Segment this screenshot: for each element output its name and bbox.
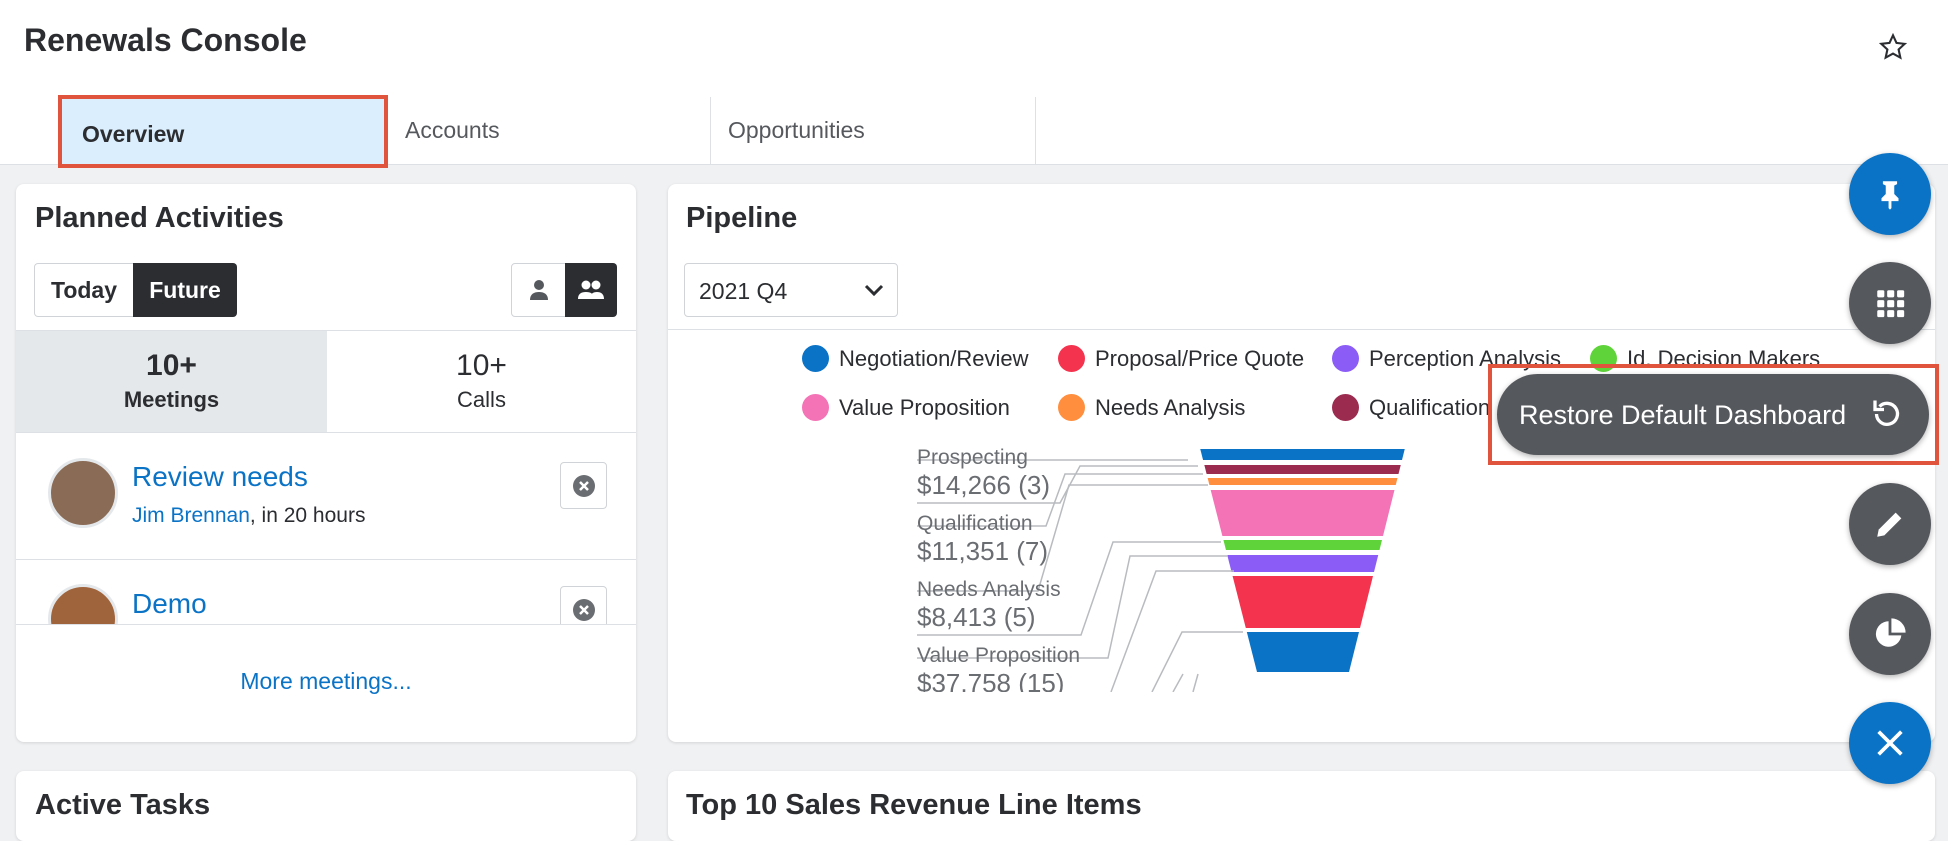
active-tasks-card: Active Tasks bbox=[16, 771, 636, 841]
legend-swatch bbox=[802, 394, 829, 421]
top-sales-card: Top 10 Sales Revenue Line Items bbox=[668, 771, 1935, 841]
activity-title[interactable]: Demo bbox=[132, 588, 207, 619]
planned-activities-card: Planned Activities Today Future 10+ Meet… bbox=[16, 184, 636, 742]
period-select[interactable]: 2021 Q4 bbox=[684, 263, 898, 317]
count-label: Meetings bbox=[123, 387, 220, 412]
legend-label: Qualification bbox=[1369, 394, 1491, 420]
activity-meta: Jim Brennan, in 20 hours bbox=[132, 504, 365, 528]
divider bbox=[16, 330, 636, 331]
divider bbox=[668, 329, 1935, 330]
legend-label: Value Proposition bbox=[839, 394, 1010, 420]
restore-label: Restore Default Dashboard bbox=[1519, 400, 1847, 430]
legend-label: Needs Analysis bbox=[1095, 394, 1246, 420]
toggle-today[interactable]: Today bbox=[34, 263, 134, 317]
calls-tab[interactable]: 10+ Calls bbox=[327, 331, 636, 432]
tab-opportunities[interactable]: Opportunities bbox=[728, 117, 865, 143]
divider bbox=[16, 432, 636, 433]
team-button[interactable] bbox=[565, 263, 617, 317]
meetings-tab[interactable]: 10+ Meetings bbox=[16, 331, 327, 432]
activity-clip: Demo bbox=[16, 560, 636, 624]
chart-button[interactable] bbox=[1849, 593, 1931, 675]
legend-swatch bbox=[1058, 345, 1085, 372]
restore-default-button[interactable]: Restore Default Dashboard bbox=[1497, 374, 1929, 455]
legend-swatch bbox=[1332, 345, 1359, 372]
count: 10+ bbox=[146, 349, 197, 382]
legend-item: Qualification bbox=[1332, 394, 1490, 421]
stage-name: Value Proposition bbox=[917, 644, 1081, 667]
stage-amount: $8,413 (5) bbox=[917, 602, 1036, 632]
stage-name: Prospecting bbox=[917, 446, 1028, 469]
period: 2021 Q4 bbox=[699, 278, 788, 304]
funnel bbox=[917, 449, 1405, 692]
legend-item: Needs Analysis bbox=[1058, 394, 1245, 421]
stage-amount: $11,351 (7) bbox=[917, 536, 1049, 566]
favorite-star[interactable] bbox=[1879, 33, 1907, 61]
apps-button[interactable] bbox=[1849, 262, 1931, 344]
close-button[interactable] bbox=[560, 586, 607, 624]
legend-swatch bbox=[1058, 394, 1085, 421]
divider bbox=[710, 97, 711, 165]
stage-amount: $14,266 (3) bbox=[917, 470, 1050, 500]
legend-item: Negotiation/Review bbox=[802, 345, 1029, 372]
funnel-label-clip: Prospecting $14,266 (3) Qualification $11,3… bbox=[668, 184, 1935, 692]
count-label: Calls bbox=[457, 387, 506, 412]
legend-label: Negotiation/Review bbox=[839, 345, 1029, 371]
pin-button[interactable] bbox=[1849, 153, 1931, 235]
stage-amount: $37,758 (15) bbox=[917, 668, 1065, 692]
legend-swatch bbox=[1332, 394, 1359, 421]
tab-accounts[interactable]: Accounts bbox=[405, 117, 500, 143]
console-title: Renewals Console bbox=[24, 22, 307, 58]
legend-item: Value Proposition bbox=[802, 394, 1010, 421]
edit-button[interactable] bbox=[1849, 483, 1931, 565]
more-link[interactable]: More meetings... bbox=[240, 668, 412, 694]
avatar bbox=[48, 584, 118, 624]
divider bbox=[1035, 97, 1036, 165]
avatar bbox=[48, 458, 118, 528]
person-link[interactable]: Jim Brennan bbox=[132, 504, 250, 527]
card-title: Planned Activities bbox=[35, 202, 284, 234]
close-menu-button[interactable] bbox=[1849, 702, 1931, 784]
highlight bbox=[1488, 364, 1939, 465]
stage-name: Qualification bbox=[917, 512, 1033, 535]
count: 10+ bbox=[456, 349, 507, 382]
close-button[interactable] bbox=[560, 462, 607, 509]
divider bbox=[16, 624, 636, 625]
legend-swatch bbox=[802, 345, 829, 372]
my-button[interactable] bbox=[511, 263, 566, 317]
header: Renewals Console Overview Accounts Oppor… bbox=[0, 0, 1948, 168]
activity-title[interactable]: Review needs bbox=[132, 461, 308, 492]
leader-lines bbox=[917, 459, 1243, 692]
tab-overview[interactable]: Overview bbox=[58, 95, 388, 168]
legend-item: Proposal/Price Quote bbox=[1058, 345, 1304, 372]
card-title: Pipeline bbox=[686, 202, 798, 234]
card-title: Active Tasks bbox=[35, 789, 211, 821]
when: , in 20 hours bbox=[249, 504, 366, 527]
stage-name: Needs Analysis bbox=[917, 578, 1061, 601]
card-title: Top 10 Sales Revenue Line Items bbox=[686, 789, 1142, 821]
divider bbox=[16, 559, 636, 560]
toggle-future[interactable]: Future bbox=[133, 263, 237, 317]
legend-label: Proposal/Price Quote bbox=[1095, 345, 1305, 371]
